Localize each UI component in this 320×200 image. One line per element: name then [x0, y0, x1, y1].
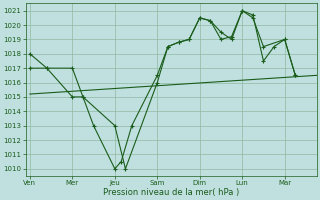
X-axis label: Pression niveau de la mer( hPa ): Pression niveau de la mer( hPa ) — [103, 188, 239, 197]
